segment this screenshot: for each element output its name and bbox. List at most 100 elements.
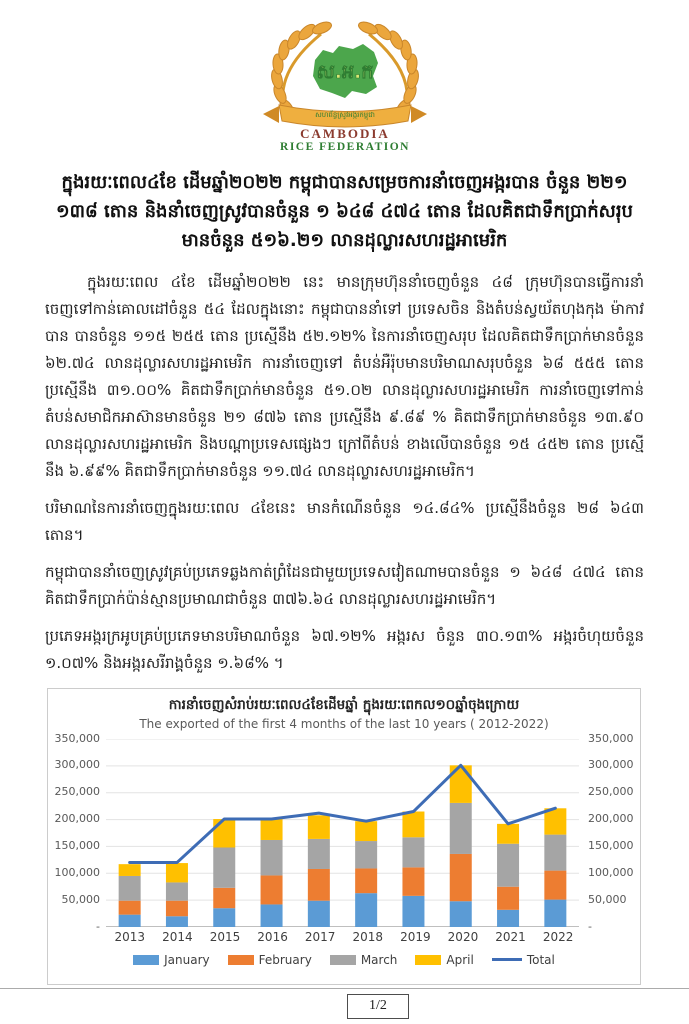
y-axis-tick: 300,000 [588,758,634,772]
bar-february-2017 [307,868,330,901]
bar-february-2022 [544,870,567,900]
y-axis-tick: - [588,919,592,933]
legend-item-january: January [133,953,210,967]
bar-march-2018 [355,840,378,868]
bar-april-2022 [544,807,567,835]
y-axis-tick: 350,000 [588,731,634,745]
bar-march-2013 [118,875,141,901]
bar-march-2015 [213,847,236,888]
bar-april-2014 [165,862,188,882]
bar-february-2016 [260,874,283,904]
chart-title-khmer: ការនាំចេញសំរាប់រយៈពេល៤ខែដើមឆ្នាំ ក្នុងរយ… [168,697,520,713]
legend-swatch-icon [415,954,442,965]
page-number-box: 1/2 [347,994,409,1019]
x-axis: 2013 2014 2015 2016 2017 2018 2019 2020 2021 2022 [106,930,582,944]
paragraph-3: កម្ពុជាបាននាំចេញស្រូវគ្រប់ប្រភេទឆ្លងកាត់… [45,563,644,609]
bar-april-2013 [118,863,141,876]
bar-march-2021 [497,843,520,887]
y-axis-tick: 50,000 [588,892,627,906]
bar-march-2016 [260,839,283,875]
bar-february-2014 [165,900,188,916]
y-axis-tick: 100,000 [588,865,634,879]
logo-acronym: ស.អ.ក [316,61,373,83]
bar-january-2020 [449,900,472,927]
logo-name-line1: CAMBODIA [300,126,390,141]
logo-name-line2: RICE FEDERATION [280,141,410,152]
y-axis-tick: 150,000 [54,838,101,852]
y-axis-tick: 150,000 [588,838,634,852]
crf-logo-graphic: ស.អ.ក សហព័ន្ធស្រូវអង្ករកម្ពុជា CAMBODIA … [262,21,427,153]
plot-svg [106,738,579,927]
y-axis-tick: 200,000 [54,812,101,826]
footer-divider [0,988,689,989]
paragraph-2: បរិមាណនៃការនាំចេញក្នុងរយៈពេល ៤ខែនេះ មានក… [45,499,644,545]
ribbon-text: សហព័ន្ធស្រូវអង្ករកម្ពុជា [315,110,375,121]
paragraph-4: ប្រភេទអង្ករក្រអូបគ្រប់ប្រភេទមានបរិមាណចំន… [45,627,644,673]
bar-april-2019 [402,811,425,837]
bar-january-2018 [355,892,378,927]
x-axis-label: 2019 [400,929,431,944]
chart-legend: January February March April Total [54,953,634,967]
export-chart: ការនាំចេញសំរាប់រយៈពេល៤ខែដើមឆ្នាំ ក្នុងរយ… [47,688,641,985]
bar-february-2018 [355,867,378,893]
legend-item-march: March [329,952,398,967]
legend-swatch-icon [329,954,356,965]
y-axis-left: 350,000 300,000 250,000 200,000 150,000 100,0… [54,732,106,933]
bar-april-2017 [307,814,330,839]
y-axis-tick: 200,000 [588,812,634,826]
bar-january-2021 [497,909,520,927]
bar-february-2020 [449,853,472,901]
bar-january-2015 [213,907,236,927]
bar-april-2018 [355,820,378,841]
plot-area [106,738,582,927]
bar-march-2020 [449,802,472,854]
y-axis-tick: - [96,919,100,933]
page-title: ក្នុងរយៈពេល៤ខែ ដើមឆ្នាំ២០២២ កម្ពុជាបានសម… [56,172,633,252]
total-line [128,763,557,864]
legend-swatch-icon [133,954,160,965]
x-axis-label: 2018 [352,929,384,944]
legend-label: Total [526,952,555,967]
bar-march-2019 [402,836,425,867]
y-axis-tick: 300,000 [54,758,101,772]
x-axis-label: 2013 [114,929,146,944]
bar-january-2019 [402,895,425,927]
y-axis-tick: 50,000 [61,892,101,906]
paragraph-1: ក្នុងរយៈពេល ៤ខែ ដើមឆ្នាំ២០២២ នេះ មានក្រុ… [45,273,644,481]
x-axis-label: 2014 [162,929,193,944]
document-content: ស.អ.ក សហព័ន្ធស្រូវអង្ករកម្ពុជា CAMBODIA … [45,18,644,673]
bar-february-2015 [213,887,236,908]
bar-january-2017 [307,900,330,927]
bar-january-2014 [165,915,188,927]
x-axis-label: 2022 [542,929,574,944]
legend-label: February [258,952,312,967]
x-axis-label: 2021 [495,929,526,944]
bar-april-2015 [213,818,236,848]
bar-january-2016 [260,903,283,927]
page-number: 1/2 [369,998,387,1013]
cambodia-map-icon [312,44,378,98]
bar-february-2019 [402,866,425,896]
bar-march-2022 [544,834,567,871]
y-axis-tick: 250,000 [54,785,101,799]
legend-item-total: Total [491,952,555,967]
x-axis-label: 2017 [304,929,336,944]
bar-february-2013 [118,900,141,915]
legend-swatch-icon [227,954,254,965]
bar-march-2017 [307,838,330,869]
chart-subtitle: The exported of the first 4 months of th… [139,716,549,731]
crf-logo: ស.អ.ក សហព័ន្ធស្រូវអង្ករកម្ពុជា CAMBODIA … [225,18,465,156]
legend-item-february: February [227,952,312,967]
x-axis-label: 2020 [447,929,479,944]
bar-february-2021 [497,886,520,910]
y-axis-tick: 250,000 [588,785,634,799]
legend-label: March [360,952,398,967]
bar-april-2020 [449,764,472,803]
bar-january-2013 [118,914,141,927]
chart-area: 350,000 300,000 250,000 200,000 150,000 100,0… [54,732,634,933]
y-axis-tick: 350,000 [54,731,101,745]
x-axis-label: 2016 [257,929,288,944]
legend-line-swatch-icon [491,958,522,962]
legend-item-april: April [415,953,474,967]
